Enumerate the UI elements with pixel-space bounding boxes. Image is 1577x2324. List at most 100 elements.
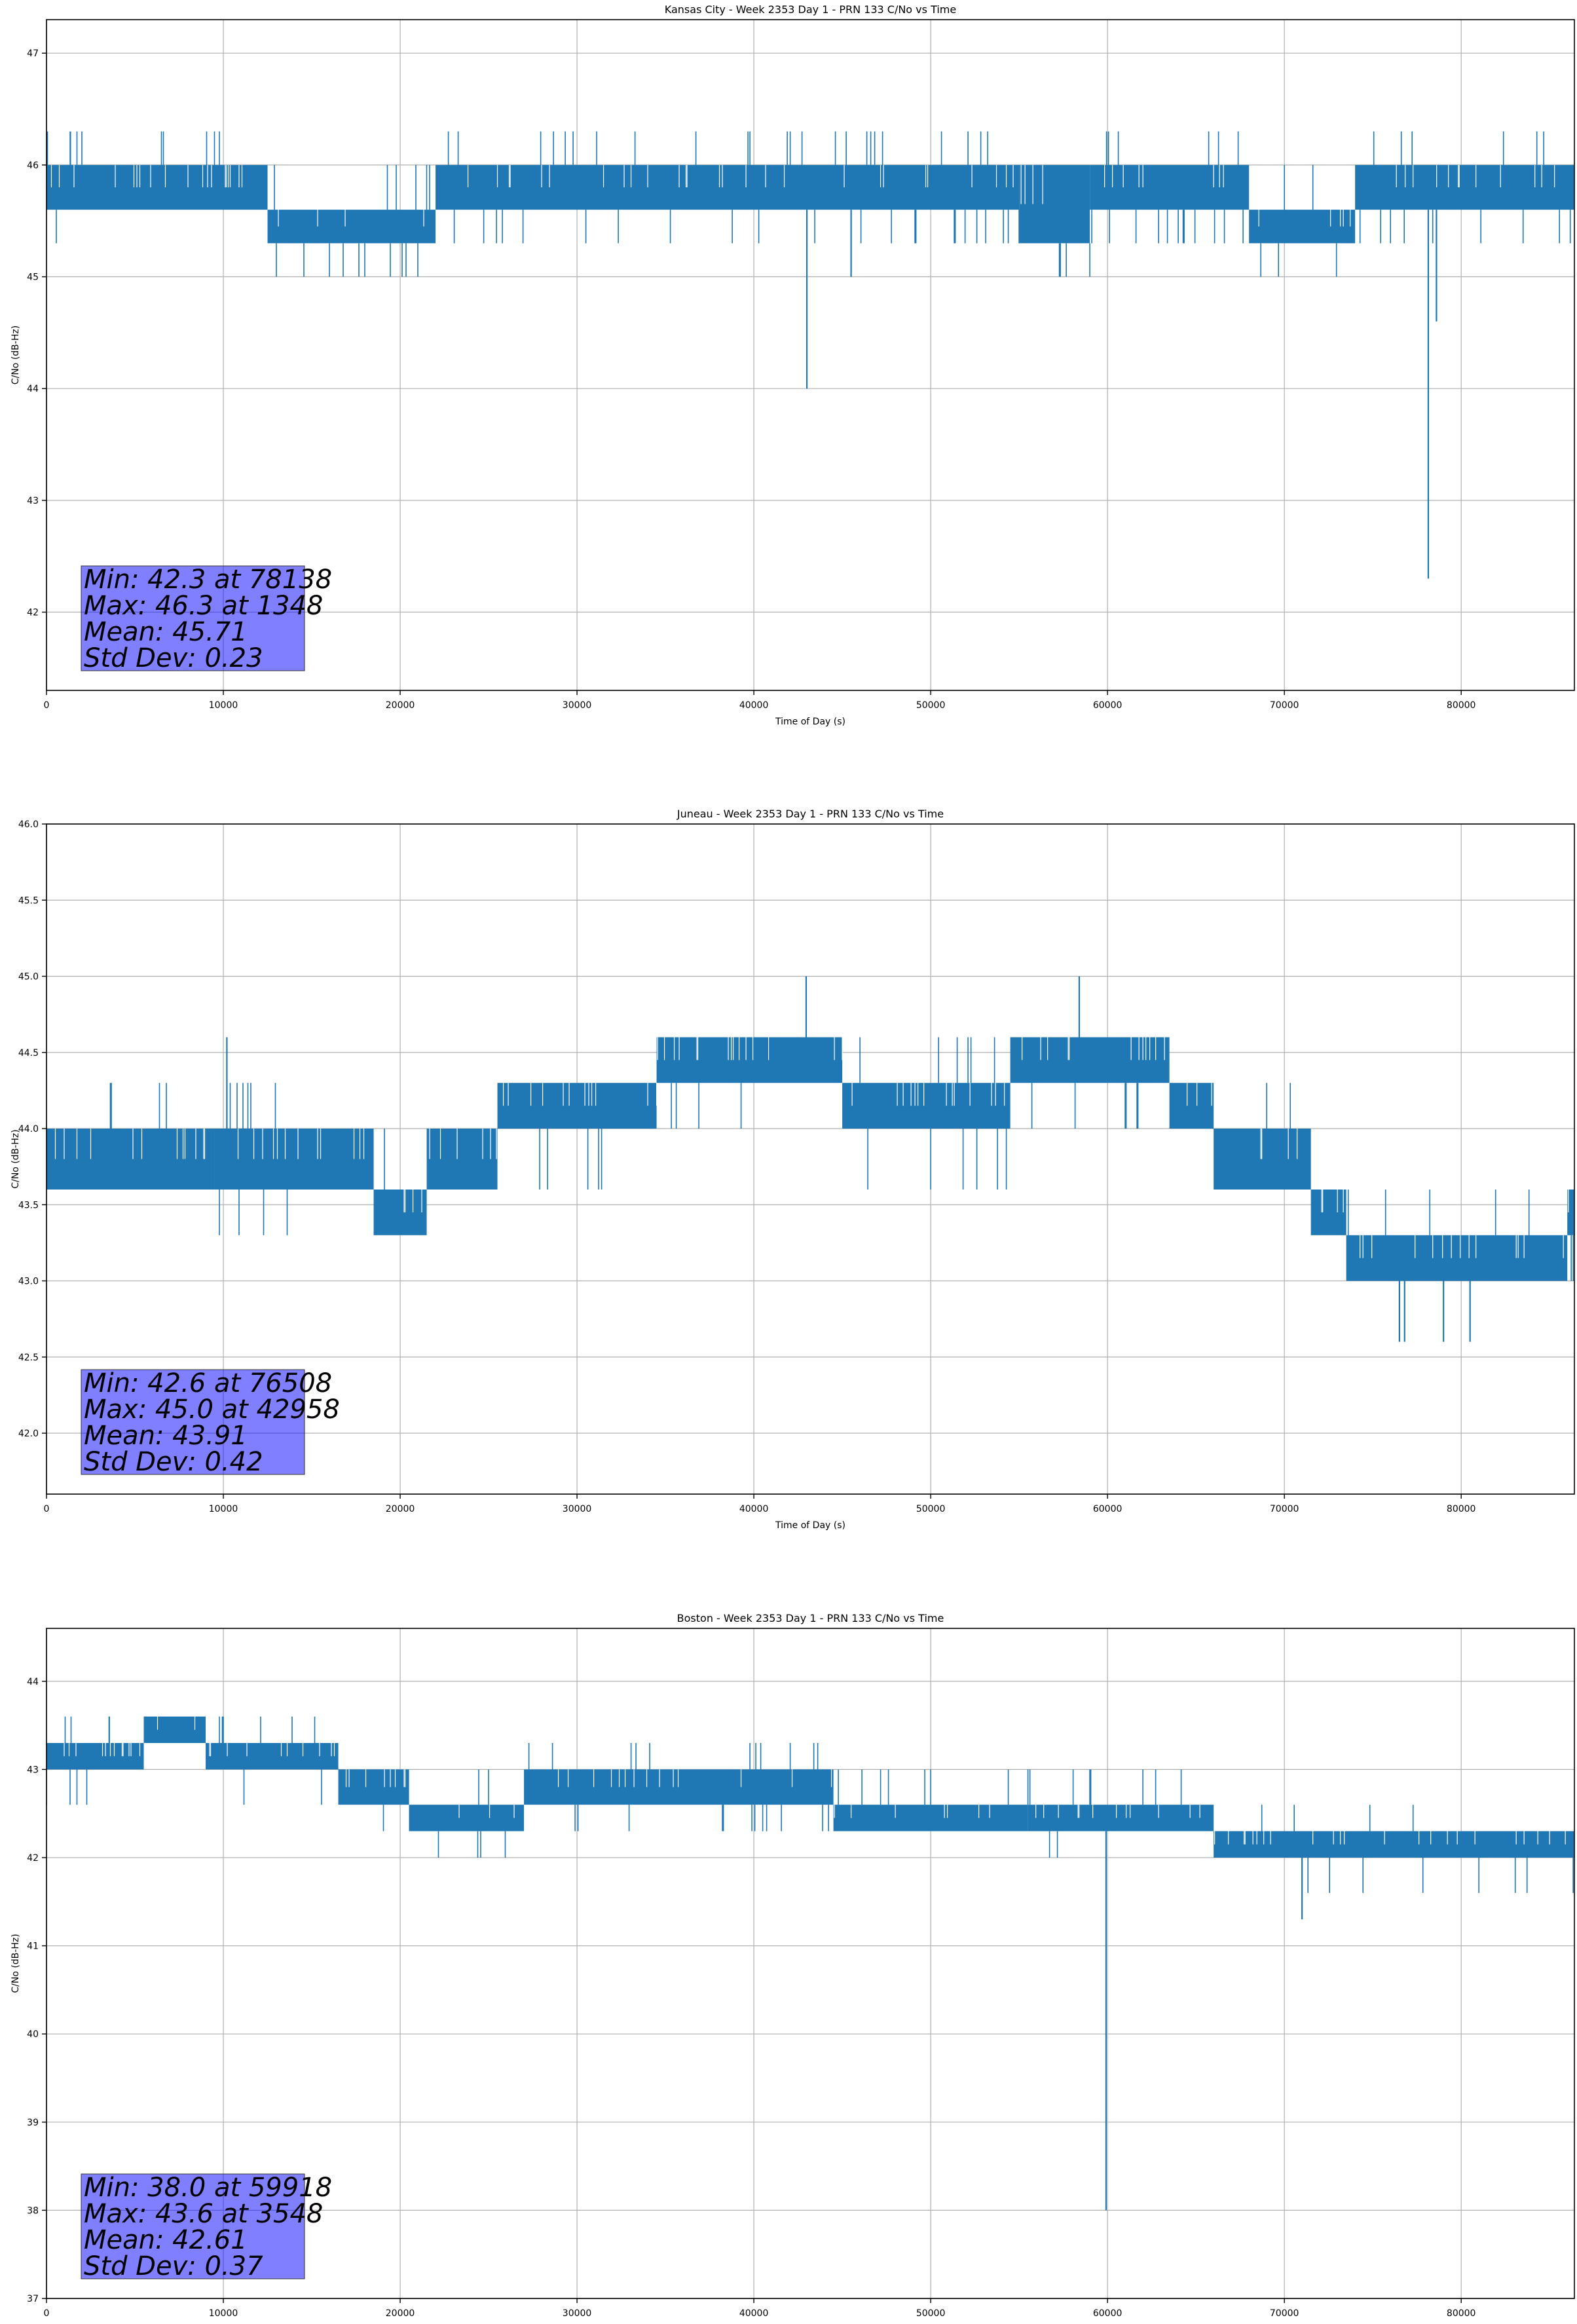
data-band bbox=[214, 1129, 374, 1190]
y-tick-label: 45 bbox=[27, 272, 39, 283]
x-axis-label: Time of Day (s) bbox=[775, 1520, 845, 1531]
x-tick-label: 40000 bbox=[739, 700, 769, 711]
x-tick-label: 60000 bbox=[1093, 700, 1122, 711]
data-band bbox=[524, 1769, 834, 1805]
stats-mean: Mean: 45.71 bbox=[84, 617, 248, 647]
x-tick-label: 0 bbox=[44, 700, 50, 711]
x-tick-label: 10000 bbox=[209, 700, 238, 711]
data-trace bbox=[46, 131, 1571, 277]
stats-max: Max: 43.6 at 3548 bbox=[84, 2199, 323, 2229]
y-tick-label: 44.5 bbox=[18, 1048, 39, 1059]
data-band bbox=[46, 1129, 215, 1190]
data-band bbox=[1249, 210, 1356, 244]
stats-mean: Mean: 43.91 bbox=[84, 1421, 248, 1451]
stats-box bbox=[81, 1369, 305, 1475]
y-tick-label: 46 bbox=[27, 160, 39, 171]
data-band bbox=[497, 1083, 657, 1129]
stats-min: Min: 42.3 at 78138 bbox=[84, 565, 332, 595]
x-tick-label: 70000 bbox=[1270, 1504, 1299, 1514]
data-band bbox=[1346, 1235, 1568, 1281]
y-tick-label: 41 bbox=[27, 1941, 39, 1952]
axes-frame bbox=[46, 823, 1575, 1495]
y-tick-label: 42.5 bbox=[18, 1353, 39, 1363]
data-band bbox=[833, 1805, 1028, 1831]
data-band bbox=[1028, 1805, 1214, 1831]
y-tick-label: 47 bbox=[27, 48, 39, 59]
y-tick-label: 37 bbox=[27, 2294, 39, 2304]
x-tick-label: 60000 bbox=[1093, 2308, 1122, 2319]
x-tick-label: 0 bbox=[44, 2308, 50, 2319]
data-band bbox=[426, 1129, 498, 1190]
x-tick-label: 50000 bbox=[916, 700, 946, 711]
y-tick-label: 46.0 bbox=[18, 819, 39, 830]
stats-mean: Mean: 42.61 bbox=[84, 2225, 248, 2255]
chart-panel: 42.0 42.5 43.0 43.5 44.0 44.5 45.0 45.5 46.0 0 100… bbox=[10, 808, 1575, 1531]
x-tick-label: 30000 bbox=[563, 700, 592, 711]
data-band bbox=[206, 1742, 339, 1770]
stats-std: Std Dev: 0.37 bbox=[84, 2251, 263, 2281]
y-tick-label: 43.0 bbox=[18, 1277, 39, 1287]
x-tick-label: 60000 bbox=[1093, 1504, 1122, 1514]
axes-frame bbox=[46, 19, 1575, 691]
y-tick-label: 44 bbox=[27, 384, 39, 394]
x-tick-label: 30000 bbox=[563, 1504, 592, 1514]
x-tick-label: 80000 bbox=[1447, 700, 1476, 711]
x-tick-label: 80000 bbox=[1447, 1504, 1476, 1514]
x-tick-label: 10000 bbox=[209, 2308, 238, 2319]
chart-panel: 42 43 44 45 46 47 0 10000 20000 30000 40000 50000 60… bbox=[10, 3, 1575, 727]
y-tick-label: 39 bbox=[27, 2118, 39, 2128]
x-tick-label: 20000 bbox=[386, 2308, 415, 2319]
x-tick-label: 70000 bbox=[1270, 2308, 1299, 2319]
data-band bbox=[1567, 1190, 1574, 1235]
y-tick-label: 42.0 bbox=[18, 1429, 39, 1439]
data-band bbox=[1355, 164, 1574, 210]
x-tick-label: 10000 bbox=[209, 1504, 238, 1514]
stats-max: Max: 45.0 at 42958 bbox=[84, 1395, 340, 1425]
data-band bbox=[1169, 1083, 1214, 1129]
data-band bbox=[1214, 1129, 1311, 1190]
x-tick-label: 50000 bbox=[916, 1504, 946, 1514]
y-tick-label: 44 bbox=[27, 1677, 39, 1687]
stats-std: Std Dev: 0.23 bbox=[84, 643, 263, 673]
data-band bbox=[143, 1716, 206, 1743]
x-tick-label: 20000 bbox=[386, 1504, 415, 1514]
y-tick-label: 43 bbox=[27, 1765, 39, 1775]
y-tick-label: 42 bbox=[27, 1853, 39, 1864]
x-axis-label: Time of Day (s) bbox=[775, 717, 845, 727]
data-band bbox=[46, 1742, 144, 1770]
data-band bbox=[1090, 164, 1250, 210]
stats-min: Min: 38.0 at 59918 bbox=[84, 2173, 332, 2203]
data-band bbox=[436, 164, 1020, 210]
y-tick-label: 42 bbox=[27, 608, 39, 618]
axes-frame bbox=[46, 1628, 1575, 2299]
chart-title: Juneau - Week 2353 Day 1 - PRN 133 C/No … bbox=[677, 808, 944, 820]
y-tick-label: 44.0 bbox=[18, 1124, 39, 1134]
y-axis-label: C/No (dB-Hz) bbox=[10, 1934, 21, 1993]
data-band bbox=[409, 1805, 525, 1831]
stats-box bbox=[81, 565, 305, 671]
y-tick-label: 40 bbox=[27, 2029, 39, 2040]
x-tick-label: 70000 bbox=[1270, 700, 1299, 711]
x-tick-label: 50000 bbox=[916, 2308, 946, 2319]
chart-title: Boston - Week 2353 Day 1 - PRN 133 C/No … bbox=[677, 1612, 944, 1624]
chart-panel: 37 38 39 40 41 42 43 44 0 10000 20000 30000 40000 500… bbox=[10, 1612, 1575, 2319]
y-tick-label: 38 bbox=[27, 2205, 39, 2216]
stats-std: Std Dev: 0.42 bbox=[84, 1447, 263, 1477]
stats-max: Max: 46.3 at 1348 bbox=[84, 591, 323, 621]
y-tick-label: 45.0 bbox=[18, 972, 39, 983]
x-tick-label: 30000 bbox=[563, 2308, 592, 2319]
x-tick-label: 20000 bbox=[386, 700, 415, 711]
data-band bbox=[267, 210, 436, 244]
data-band bbox=[842, 1083, 1011, 1129]
y-tick-label: 43 bbox=[27, 496, 39, 506]
data-band bbox=[1019, 164, 1090, 244]
data-band bbox=[656, 1037, 843, 1083]
data-band bbox=[1214, 1831, 1574, 1858]
stats-min: Min: 42.6 at 76508 bbox=[84, 1368, 332, 1398]
x-tick-label: 40000 bbox=[739, 1504, 769, 1514]
x-tick-label: 40000 bbox=[739, 2308, 769, 2319]
y-tick-label: 45.5 bbox=[18, 895, 39, 906]
data-band bbox=[338, 1769, 409, 1805]
stats-box bbox=[81, 2173, 305, 2279]
